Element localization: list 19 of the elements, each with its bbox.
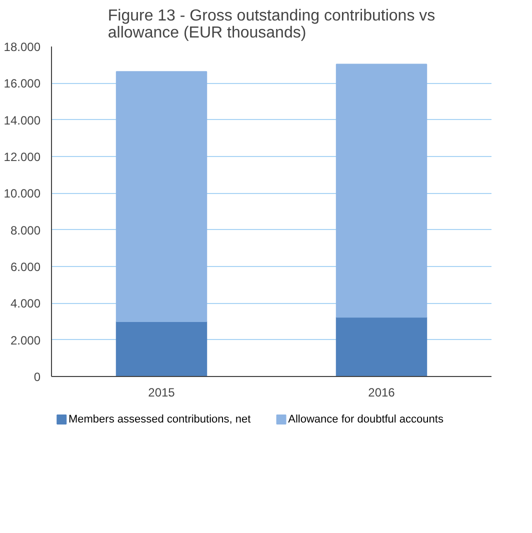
y-tick-label: 4.000 [10, 296, 41, 311]
x-tick-label: 2015 [148, 386, 176, 400]
bar [336, 64, 428, 318]
y-tick-label: 6.000 [10, 260, 41, 274]
y-tick-label: 0 [34, 370, 41, 384]
bar [116, 321, 208, 376]
legend-label: Allowance for doubtful accounts [288, 414, 444, 426]
bar [116, 71, 208, 322]
y-tick-label: 8.000 [10, 223, 41, 238]
y-tick-label: 2.000 [10, 333, 41, 348]
bar [336, 316, 428, 376]
y-tick-label: 16.000 [4, 76, 41, 91]
y-tick-label: 10.000 [4, 186, 41, 201]
legend-label: Members assessed contributions, net [68, 414, 251, 426]
chart-title: Figure 13 - Gross outstanding contributions vs allowance (EUR thousands) [108, 8, 436, 42]
x-tick-label: 2016 [368, 386, 396, 400]
y-tick-label: 18.000 [4, 40, 41, 54]
y-tick-label: 14.000 [4, 113, 41, 128]
y-tick-label: 12.000 [4, 150, 41, 164]
